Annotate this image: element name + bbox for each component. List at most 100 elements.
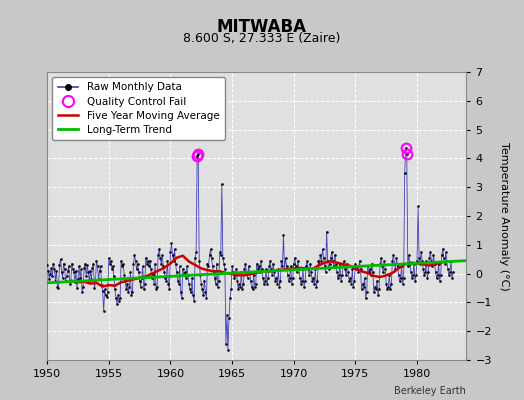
Point	[289, 275, 297, 281]
Point	[416, 260, 424, 267]
Point	[198, 286, 206, 293]
Point	[110, 273, 118, 280]
Point	[75, 263, 83, 270]
Point	[193, 152, 201, 159]
Point	[338, 272, 346, 278]
Point	[221, 266, 229, 272]
Point	[179, 266, 187, 272]
Point	[325, 260, 334, 267]
Point	[85, 279, 93, 286]
Point	[318, 246, 326, 252]
Point	[265, 263, 274, 270]
Point	[46, 270, 54, 277]
Point	[56, 262, 64, 268]
Point	[435, 278, 444, 284]
Point	[385, 272, 394, 278]
Point	[330, 263, 338, 270]
Point	[94, 276, 103, 282]
Point	[447, 258, 455, 264]
Point	[332, 260, 340, 267]
Point	[375, 286, 383, 293]
Point	[192, 249, 200, 255]
Point	[276, 278, 285, 284]
Point	[213, 260, 221, 267]
Point	[177, 289, 185, 296]
Point	[333, 269, 341, 275]
Point	[73, 285, 81, 291]
Point	[232, 266, 241, 272]
Point	[449, 269, 457, 275]
Point	[335, 272, 343, 278]
Point	[242, 269, 250, 275]
Point	[170, 246, 179, 252]
Point	[47, 265, 56, 271]
Point	[399, 275, 408, 281]
Point	[398, 280, 407, 287]
Point	[256, 269, 264, 275]
Point	[396, 278, 404, 284]
Point	[78, 289, 86, 296]
Point	[189, 292, 197, 298]
Point	[201, 289, 210, 296]
Point	[383, 286, 391, 293]
Point	[406, 260, 414, 267]
Point	[277, 258, 286, 264]
Point	[146, 258, 154, 264]
Point	[230, 275, 238, 281]
Point	[281, 254, 290, 261]
Point	[169, 258, 178, 264]
Point	[311, 266, 320, 272]
Point	[173, 278, 182, 284]
Point	[185, 280, 193, 287]
Y-axis label: Temperature Anomaly (°C): Temperature Anomaly (°C)	[499, 142, 509, 290]
Point	[89, 260, 97, 267]
Point	[324, 266, 333, 272]
Point	[108, 266, 116, 272]
Point	[203, 260, 212, 267]
Point	[287, 263, 295, 270]
Point	[423, 275, 431, 281]
Point	[239, 280, 248, 287]
Point	[205, 252, 214, 258]
Point	[294, 266, 303, 272]
Point	[243, 275, 252, 281]
Point	[275, 283, 283, 290]
Point	[88, 265, 96, 271]
Text: 8.600 S, 27.333 E (Zaire): 8.600 S, 27.333 E (Zaire)	[183, 32, 341, 45]
Point	[419, 266, 428, 272]
Point	[180, 272, 188, 278]
Point	[106, 260, 114, 267]
Point	[214, 278, 223, 284]
Point	[376, 260, 384, 267]
Point	[288, 280, 296, 287]
Point	[60, 266, 69, 272]
Point	[250, 283, 259, 290]
Point	[181, 269, 189, 275]
Point	[394, 263, 402, 270]
Point	[51, 278, 60, 284]
Point	[337, 278, 345, 284]
Point	[56, 256, 64, 262]
Point	[156, 254, 165, 261]
Point	[334, 275, 342, 281]
Point	[50, 266, 59, 272]
Point	[160, 269, 169, 275]
Point	[81, 260, 90, 267]
Point	[258, 266, 266, 272]
Point	[166, 249, 174, 255]
Point	[366, 266, 374, 272]
Point	[418, 258, 427, 264]
Point	[186, 286, 194, 293]
Point	[345, 278, 353, 284]
Point	[93, 263, 102, 270]
Point	[63, 268, 72, 274]
Point	[127, 292, 136, 298]
Point	[83, 262, 91, 268]
Point	[151, 260, 159, 267]
Point	[303, 258, 311, 264]
Point	[95, 268, 104, 274]
Point	[121, 278, 129, 284]
Point	[279, 232, 288, 238]
Point	[341, 266, 350, 272]
Point	[172, 269, 181, 275]
